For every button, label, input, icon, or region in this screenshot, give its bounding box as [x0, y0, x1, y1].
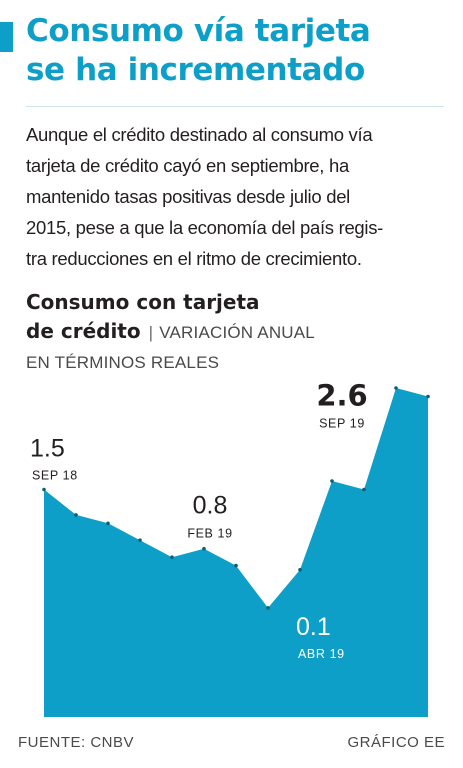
data-point — [330, 479, 334, 483]
footer-credit: GRÁFICO EE — [347, 734, 445, 751]
data-label-date: FEB 19 — [187, 527, 232, 541]
data-label-value: 1.5 — [30, 435, 65, 463]
data-point — [234, 563, 238, 568]
data-point — [394, 386, 398, 390]
accent-bar — [0, 22, 13, 52]
lede-paragraph: Aunque el crédito destinado al consumo v… — [26, 119, 450, 274]
data-point — [138, 538, 142, 542]
headline-line-1: Consumo vía tarjeta — [26, 13, 371, 49]
data-label-date: ABR 19 — [298, 647, 345, 661]
lede-line: 2015, pese a que la economía del país re… — [26, 217, 384, 238]
data-point — [106, 521, 110, 526]
data-point — [362, 487, 366, 492]
lede-line: Aunque el crédito destinado al consumo v… — [26, 124, 373, 145]
chart-subtitle-part-2: EN TÉRMINOS REALES — [26, 353, 220, 372]
data-point — [202, 546, 206, 551]
footer-source: FUENTE: CNBV — [18, 734, 135, 751]
lede-line: tra reducciones en el ritmo de crecimien… — [26, 248, 362, 269]
chart-subtitle: de crédito | VARIACIÓN ANUAL EN TÉRMINOS R… — [26, 316, 456, 378]
chart-title-line-2: de crédito — [26, 319, 141, 343]
subtitle-separator: | — [148, 323, 154, 342]
headline-line-2: se ha incrementado — [26, 52, 365, 88]
area-series — [44, 388, 428, 717]
headline: Consumo vía tarjeta se ha incrementado — [26, 12, 456, 90]
data-point — [42, 487, 46, 492]
data-point — [266, 606, 270, 610]
data-label-date: SEP 18 — [32, 469, 78, 483]
data-point — [298, 568, 302, 572]
lede-line: tarjeta de crédito cayó en septiembre, h… — [26, 155, 349, 176]
chart-title-line-1: Consumo con tarjeta — [26, 290, 260, 314]
lede-line: mantenido tasas positivas desde julio de… — [26, 186, 350, 207]
data-label-value: 2.6 — [316, 379, 367, 413]
data-label-date: SEP 19 — [319, 417, 365, 431]
data-point — [170, 555, 174, 559]
chart-subtitle-part-1: VARIACIÓN ANUAL — [159, 323, 315, 342]
data-point — [74, 513, 78, 517]
chart-title: Consumo con tarjeta — [26, 289, 260, 316]
data-label-value: 0.1 — [296, 613, 331, 641]
data-point — [426, 394, 430, 399]
data-label-value: 0.8 — [193, 492, 228, 520]
divider — [26, 106, 444, 107]
